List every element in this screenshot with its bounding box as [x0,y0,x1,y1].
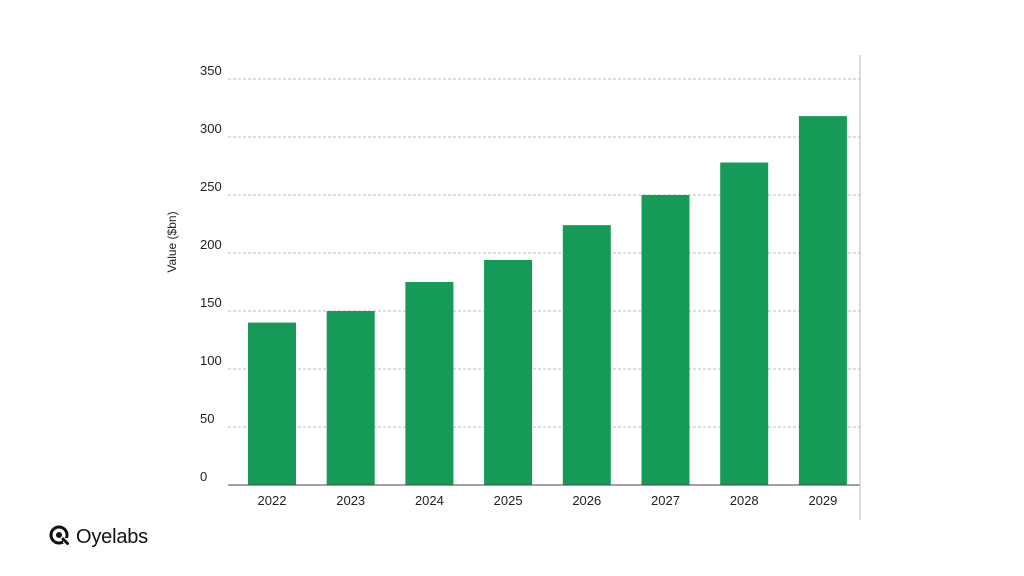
x-tick-label: 2028 [730,493,759,508]
x-tick-label: 2029 [808,493,837,508]
x-tick-label: 2025 [494,493,523,508]
bar-2029 [798,116,847,486]
x-axis-ticks: 2022 2023 2024 2025 2026 2027 2028 2029 [258,493,838,508]
x-tick-label: 2024 [415,493,444,508]
y-tick-label: 200 [200,237,222,252]
y-tick-label: 150 [200,295,222,310]
y-tick-label: 50 [200,411,214,426]
oyelabs-logo-icon [48,524,70,551]
x-tick-label: 2022 [258,493,287,508]
y-axis-ticks: 0 50 100 150 200 250 300 350 [200,63,222,484]
bars [248,116,847,486]
y-tick-label: 300 [200,121,222,136]
y-tick-label: 100 [200,353,222,368]
bar-2025 [484,259,533,485]
brand-name: Oyelabs [76,526,148,548]
bar-2023 [326,311,375,485]
bar-2026 [562,225,611,485]
bar-2024 [405,282,454,485]
y-tick-label: 0 [200,469,207,484]
brand-logo: Oyelabs [48,524,148,551]
y-tick-label: 250 [200,179,222,194]
y-axis-label: Value ($bn) [165,211,179,272]
x-tick-label: 2026 [572,493,601,508]
x-tick-label: 2023 [336,493,365,508]
x-tick-label: 2027 [651,493,680,508]
y-tick-label: 350 [200,63,222,78]
bar-2027 [641,195,690,485]
bar-2028 [720,162,769,485]
bar-2022 [248,322,296,485]
